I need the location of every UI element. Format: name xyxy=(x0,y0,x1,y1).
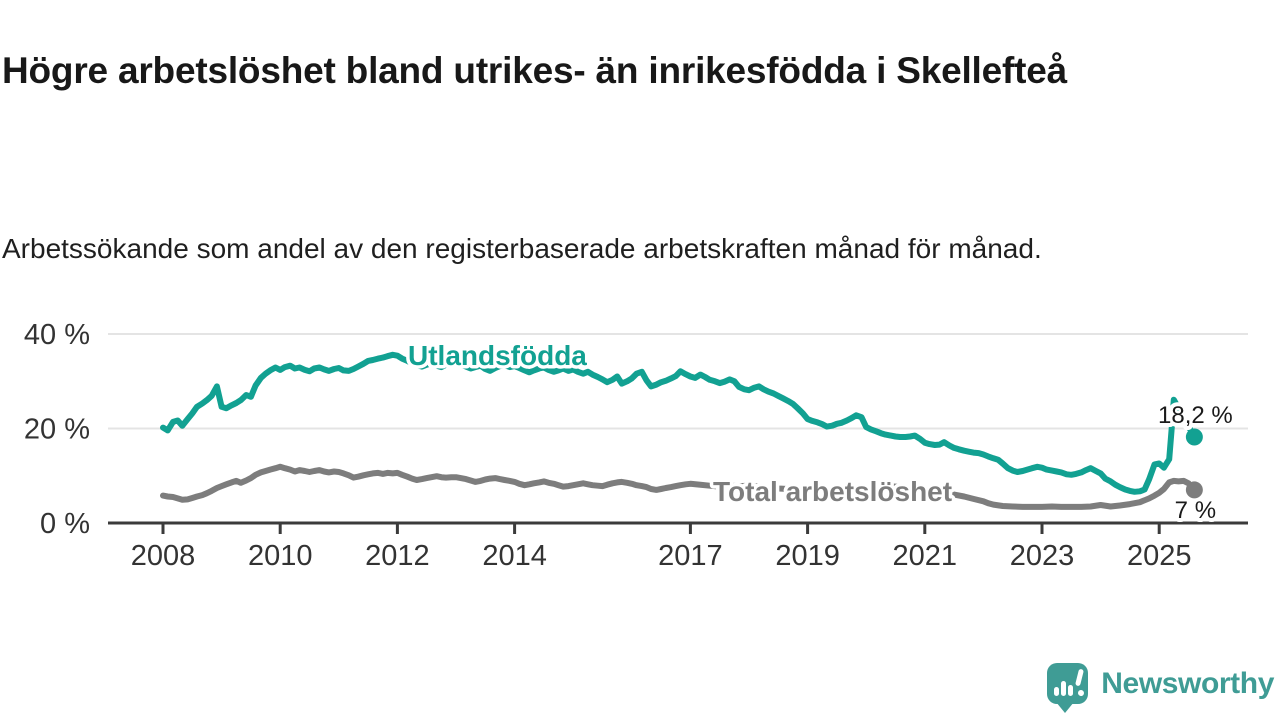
newsworthy-logo-icon xyxy=(1047,663,1089,713)
x-axis-tick-label: 2008 xyxy=(131,540,196,572)
x-axis-tick-label: 2023 xyxy=(1010,540,1075,572)
page-subtitle: Arbetssökande som andel av den registerb… xyxy=(2,233,1042,264)
x-axis-tick-label: 2010 xyxy=(248,540,313,572)
x-axis-tick-label: 2019 xyxy=(775,540,840,572)
series-label: Utlandsfödda xyxy=(408,340,587,371)
end-value-label: 7 % xyxy=(1175,497,1216,524)
x-axis-tick-label: 2014 xyxy=(482,540,547,572)
y-axis-tick-label: 40 % xyxy=(24,319,90,351)
logo-bar-icon xyxy=(1061,681,1067,696)
logo-bar-icon xyxy=(1068,685,1074,696)
x-axis-tick-label: 2021 xyxy=(893,540,958,572)
page-title: Högre arbetslöshet bland utrikes- än inr… xyxy=(2,49,1068,91)
newsworthy-logo: Newsworthy xyxy=(1047,663,1274,713)
y-axis-tick-label: 0 % xyxy=(40,508,90,540)
latest-point-dot xyxy=(1185,428,1203,446)
series-line-total xyxy=(160,463,1198,510)
logo-exclamation-dot-icon xyxy=(1077,689,1085,697)
x-axis-tick-label: 2017 xyxy=(658,540,723,572)
latest-point-dot xyxy=(1185,481,1203,499)
brand-name: Newsworthy xyxy=(1101,666,1274,700)
x-axis-tick-label: 2012 xyxy=(365,540,430,572)
y-axis-tick-label: 20 % xyxy=(24,414,90,446)
series-line-utlandsfodda xyxy=(160,351,1198,495)
x-axis-tick-label: 2025 xyxy=(1127,540,1192,572)
series-label: Total arbetslöshet xyxy=(713,476,952,507)
logo-exclamation-icon xyxy=(1075,668,1085,687)
end-value-label: 18,2 % xyxy=(1158,402,1233,429)
logo-bar-icon xyxy=(1054,687,1060,696)
